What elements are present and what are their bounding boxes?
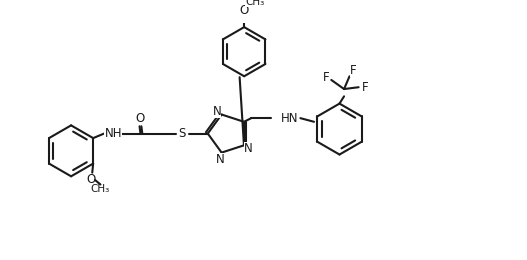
Text: N: N — [216, 153, 224, 166]
Text: O: O — [136, 113, 145, 126]
Text: O: O — [240, 4, 249, 17]
Text: N: N — [213, 105, 221, 118]
Text: F: F — [323, 71, 329, 84]
Text: N: N — [244, 141, 253, 154]
Text: HN: HN — [281, 112, 298, 125]
Text: NH: NH — [104, 127, 122, 140]
Text: CH₃: CH₃ — [246, 0, 265, 7]
Text: O: O — [87, 173, 96, 186]
Text: F: F — [350, 64, 356, 77]
Text: CH₃: CH₃ — [91, 184, 110, 194]
Text: S: S — [179, 127, 186, 140]
Text: F: F — [362, 81, 368, 94]
